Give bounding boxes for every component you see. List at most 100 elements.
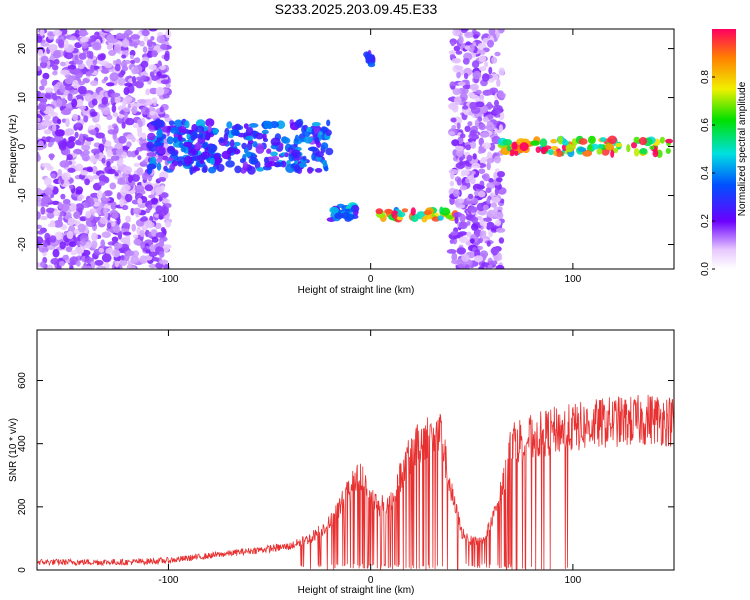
spectrogram-cell-1-308 [218, 138, 226, 143]
spectrogram-cell-1-226 [284, 152, 289, 158]
spectrogram-cell-0-854 [67, 217, 76, 226]
spectrogram-cell-6-8 [590, 143, 599, 150]
spectrogram-cell-0-638 [73, 148, 83, 155]
spectrogram-cell-0-883 [90, 64, 95, 74]
spectrogram-cell-1-216 [307, 146, 318, 152]
spectrogram-cell-6-77 [607, 135, 617, 145]
spectrogram-cell-0-258 [50, 258, 60, 265]
spectrogram-cell-5-207 [458, 236, 469, 244]
spectrogram-cell-0-1028 [77, 88, 86, 93]
spectrogram-cell-5-382 [481, 73, 490, 82]
spectrogram-cell-6-14 [626, 144, 631, 153]
spectrogram-cell-1-319 [183, 155, 193, 165]
spectrogram-cell-0-1042 [151, 50, 158, 58]
spectrogram-cell-6-50 [588, 143, 593, 151]
spectrogram-cell-0-1033 [50, 173, 56, 179]
spectrogram-cell-0-975 [58, 140, 68, 149]
spectrogram-cell-1-251 [241, 142, 248, 150]
spectrogram-cell-5-323 [474, 119, 480, 128]
spectrogram-cell-0-892 [141, 132, 147, 140]
spectrogram-cell-5-378 [468, 206, 478, 213]
spectrogram-cell-0-1050 [146, 39, 153, 48]
spectrogram-cell-5-261 [456, 71, 461, 79]
spectrogram-cell-0-891 [58, 39, 64, 48]
spectrogram-cell-0-653 [43, 177, 52, 186]
spectrogram-cell-1-100 [270, 151, 278, 157]
spectrogram-cell-0-1094 [92, 59, 98, 66]
spectrogram-cell-5-336 [478, 123, 486, 131]
spectrogram-cell-0-908 [123, 107, 131, 112]
spectrogram-frame [36, 28, 675, 270]
spectrogram-cell-0-1120 [141, 29, 150, 37]
spectrogram-cell-0-938 [117, 180, 127, 185]
spectrogram-cell-5-238 [490, 247, 500, 255]
spectrogram-cell-1-92 [325, 147, 334, 156]
spectrogram-cell-0-901 [84, 178, 90, 186]
spectrogram-cell-0-888 [76, 240, 81, 247]
spectrogram-cell-6-101 [550, 138, 558, 144]
spectrogram-cell-0-755 [150, 229, 158, 237]
spectrogram-cell-0-754 [43, 114, 52, 121]
spectrogram-cell-5-438 [482, 173, 490, 182]
spectrogram-cell-6-66 [665, 148, 671, 154]
spectrogram-xtick-label-2: 100 [565, 274, 582, 285]
spectrogram-cell-1-276 [154, 118, 163, 128]
spectrogram-cell-6-65 [511, 141, 518, 151]
spectrogram-cell-0-1135 [81, 265, 88, 269]
spectrogram-cell-0-305 [74, 29, 81, 38]
spectrogram-cell-6-74 [610, 149, 615, 158]
spectrogram-cell-0-643 [131, 173, 140, 182]
spectrogram-cell-0-1057 [155, 257, 160, 262]
spectrogram-cell-5-343 [495, 264, 505, 269]
spectrogram-cell-0-1110 [162, 94, 170, 99]
spectrogram-cell-1-261 [270, 155, 280, 162]
spectrogram-cell-5-247 [449, 53, 456, 60]
spectrogram-cell-0-861 [37, 195, 41, 203]
spectrogram-cell-3-25 [344, 208, 355, 213]
spectrogram-cell-0-472 [103, 76, 109, 81]
spectrogram-cell-1-324 [315, 151, 324, 158]
spectrogram-cell-0-1105 [65, 246, 73, 253]
spectrogram-cell-0-512 [105, 82, 115, 87]
spectrogram-cell-5-71 [465, 144, 472, 151]
spectrogram-cell-5-312 [453, 96, 462, 105]
spectrogram-cell-0-766 [40, 78, 48, 87]
spectrogram-cell-1-318 [248, 157, 259, 165]
spectrogram-cell-0-598 [133, 42, 138, 49]
spectrogram-cell-0-1003 [112, 225, 121, 234]
spectrogram-cell-5-376 [483, 61, 489, 68]
spectrogram-cell-0-772 [118, 114, 124, 119]
spectrogram-cell-0-587 [39, 215, 48, 221]
spectrogram-cell-5-415 [482, 116, 489, 123]
spectrogram-cell-2-14 [367, 62, 376, 68]
spectrogram-cell-5-352 [491, 56, 498, 64]
spectrogram-cell-0-960 [74, 139, 82, 146]
spectrogram-cell-1-136 [156, 162, 162, 171]
spectrogram-cell-5-392 [489, 87, 499, 94]
spectrogram-cell-5-346 [494, 51, 501, 57]
spectrogram-cell-5-393 [469, 238, 475, 244]
spectrogram-cell-0-868 [130, 59, 136, 65]
spectrogram-cell-5-40 [451, 252, 458, 262]
spectrogram-cell-1-241 [213, 153, 220, 159]
spectrogram-cell-0-149 [148, 263, 157, 269]
spectrogram-cell-0-825 [98, 247, 105, 253]
spectrogram-cell-0-762 [40, 55, 49, 64]
spectrogram-cell-1-35 [205, 118, 215, 127]
spectrogram-cell-5-434 [464, 31, 474, 38]
spectrogram-cell-0-375 [148, 194, 156, 199]
spectrogram-cell-0-786 [159, 192, 169, 199]
spectrogram-cell-1-306 [266, 122, 273, 130]
spectrogram-cell-0-954 [163, 53, 170, 62]
spectrogram-cell-1-105 [233, 141, 241, 147]
spectrogram-cell-0-969 [85, 137, 95, 142]
spectrogram-cell-6-92 [649, 145, 655, 150]
spectrogram-cell-1-265 [234, 165, 242, 174]
spectrogram-cell-0-1122 [75, 189, 83, 195]
spectrogram-cell-0-599 [77, 196, 83, 202]
spectrogram-cell-1-132 [147, 132, 156, 141]
snr-ytick-label-1: 200 [17, 498, 28, 515]
spectrogram-cell-0-795 [72, 113, 79, 121]
spectrogram-cell-0-1031 [123, 87, 130, 96]
